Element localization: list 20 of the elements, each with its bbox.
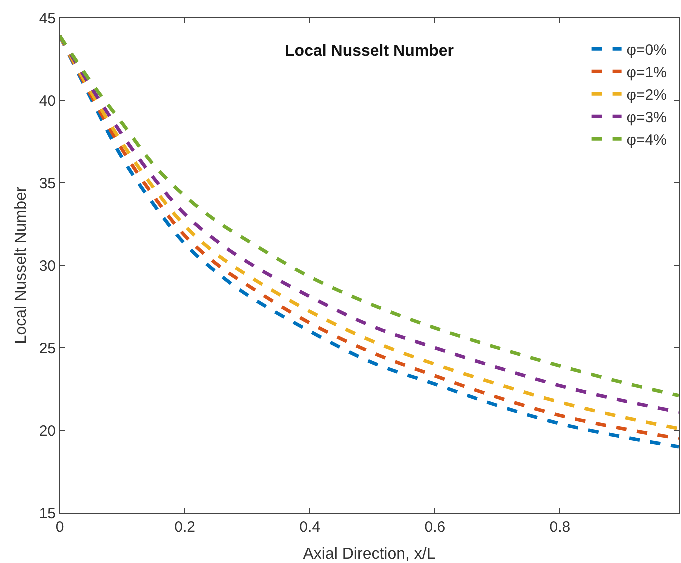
legend-label: φ=2%	[626, 86, 667, 104]
x-tick-label: 0.2	[174, 519, 196, 536]
y-tick-label: 40	[39, 92, 56, 110]
y-tick-label: 15	[39, 505, 56, 522]
x-tick-label: 0.8	[550, 519, 571, 536]
y-tick-label: 35	[39, 175, 56, 192]
y-tick-label: 25	[39, 340, 56, 358]
x-tick-label: 0.6	[424, 519, 446, 536]
y-axis-title: Local Nusselt Number	[13, 186, 30, 344]
y-tick-label: 30	[39, 258, 56, 275]
legend-label: φ=4%	[626, 132, 667, 149]
x-axis-title: Axial Direction, x/L	[303, 546, 436, 563]
text: Local Nusselt Number	[285, 43, 454, 60]
legend-label: φ=3%	[626, 109, 667, 126]
x-tick-label: 0.4	[300, 519, 321, 536]
legend-label: φ=1%	[626, 64, 667, 82]
legend-label: φ=0%	[626, 42, 667, 59]
y-tick-label: 20	[39, 422, 56, 440]
y-tick-label: 45	[39, 10, 56, 28]
x-tick-label: 0	[56, 519, 64, 536]
